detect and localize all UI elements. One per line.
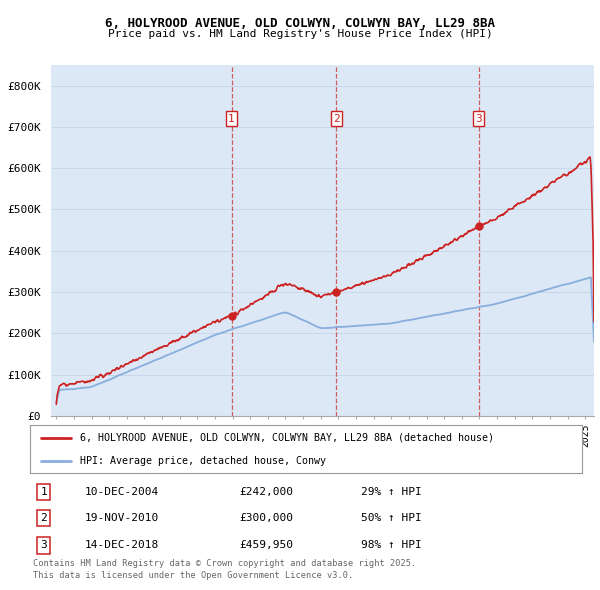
Text: 19-NOV-2010: 19-NOV-2010	[85, 513, 160, 523]
Text: £242,000: £242,000	[240, 487, 294, 497]
Text: 6, HOLYROOD AVENUE, OLD COLWYN, COLWYN BAY, LL29 8BA (detached house): 6, HOLYROOD AVENUE, OLD COLWYN, COLWYN B…	[80, 433, 494, 443]
Text: 6, HOLYROOD AVENUE, OLD COLWYN, COLWYN BAY, LL29 8BA: 6, HOLYROOD AVENUE, OLD COLWYN, COLWYN B…	[105, 17, 495, 30]
Text: £459,950: £459,950	[240, 540, 294, 550]
Text: 2: 2	[333, 114, 340, 123]
Text: 50% ↑ HPI: 50% ↑ HPI	[361, 513, 422, 523]
Text: 3: 3	[475, 114, 482, 123]
Text: 10-DEC-2004: 10-DEC-2004	[85, 487, 160, 497]
Text: 3: 3	[40, 540, 47, 550]
Text: 1: 1	[40, 487, 47, 497]
Text: £300,000: £300,000	[240, 513, 294, 523]
Text: This data is licensed under the Open Government Licence v3.0.: This data is licensed under the Open Gov…	[33, 571, 353, 579]
Text: Price paid vs. HM Land Registry's House Price Index (HPI): Price paid vs. HM Land Registry's House …	[107, 29, 493, 39]
Text: 98% ↑ HPI: 98% ↑ HPI	[361, 540, 422, 550]
Text: 2: 2	[40, 513, 47, 523]
Text: Contains HM Land Registry data © Crown copyright and database right 2025.: Contains HM Land Registry data © Crown c…	[33, 559, 416, 568]
Text: 29% ↑ HPI: 29% ↑ HPI	[361, 487, 422, 497]
Text: HPI: Average price, detached house, Conwy: HPI: Average price, detached house, Conw…	[80, 456, 326, 466]
Text: 14-DEC-2018: 14-DEC-2018	[85, 540, 160, 550]
Text: 1: 1	[228, 114, 235, 123]
